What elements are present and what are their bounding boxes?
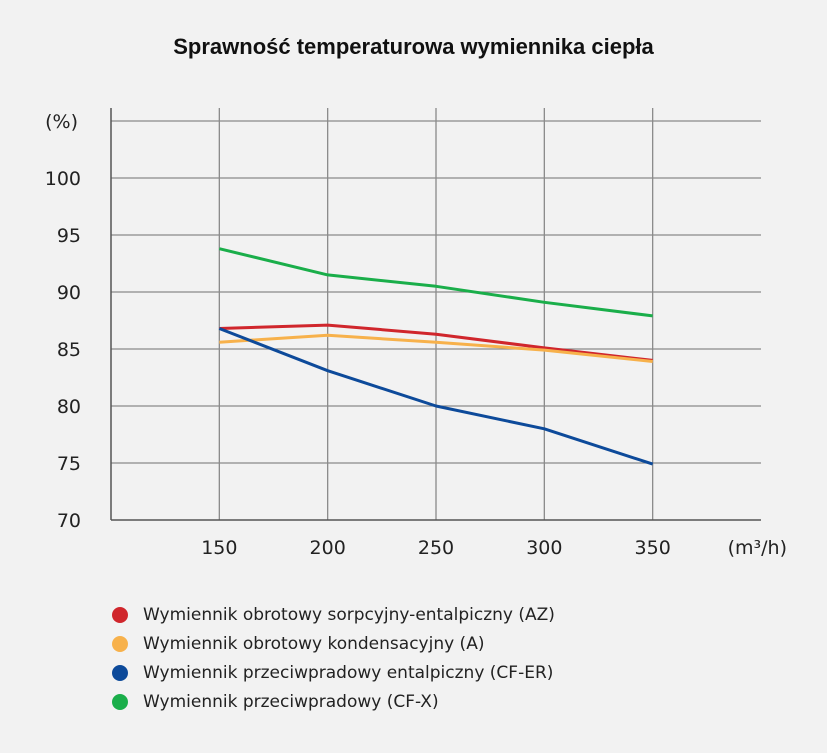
legend-marker: [112, 664, 128, 681]
axes: [110, 108, 761, 521]
y-tick-label: 100: [45, 168, 81, 190]
series-line-1: [219, 323, 653, 362]
chart-title: Sprawność temperaturowa wymiennika ciepł…: [173, 34, 654, 59]
y-tick-label: 85: [57, 339, 81, 361]
legend-item: Wymiennik obrotowy kondensacyjny (A): [112, 629, 555, 658]
line-chart: 70 75 80 85 90 95 100 (%) 150 200 250 300 350 (m³/h): [45, 108, 787, 559]
legend-marker: [112, 693, 128, 710]
y-tick-label: 70: [57, 510, 81, 532]
legend-label: Wymiennik obrotowy kondensacyjny (A): [143, 633, 485, 654]
y-tick-label: 80: [57, 396, 81, 418]
grid: [111, 108, 761, 520]
x-tick-label: 300: [526, 537, 562, 559]
y-tick-label: 95: [57, 225, 81, 247]
series-line-3: [218, 327, 654, 466]
legend-label: Wymiennik obrotowy sorpcyjny-entalpiczny…: [143, 604, 555, 625]
y-tick-label: 90: [57, 282, 81, 304]
series-lines: [218, 247, 654, 466]
y-axis-label: (%): [45, 111, 78, 133]
tick-labels: 70 75 80 85 90 95 100 (%) 150 200 250 300 350 (m³/h): [45, 111, 787, 559]
legend-item: Wymiennik obrotowy sorpcyjny-entalpiczny…: [112, 600, 555, 629]
series-line-4: [218, 247, 653, 318]
y-tick-label: 75: [57, 453, 81, 475]
x-tick-label: 350: [635, 537, 671, 559]
legend-label: Wymiennik przeciwpradowy (CF-X): [143, 691, 439, 712]
legend-item: Wymiennik przeciwpradowy (CF-X): [112, 687, 555, 716]
series-line-2: [219, 333, 653, 363]
legend-label: Wymiennik przeciwpradowy entalpiczny (CF…: [143, 662, 554, 683]
legend: Wymiennik obrotowy sorpcyjny-entalpiczny…: [112, 600, 555, 716]
x-tick-label: 250: [418, 537, 454, 559]
legend-marker: [112, 635, 128, 652]
legend-item: Wymiennik przeciwpradowy entalpiczny (CF…: [112, 658, 555, 687]
x-axis-label: (m³/h): [728, 537, 787, 559]
x-tick-label: 200: [310, 537, 346, 559]
legend-marker: [112, 606, 128, 623]
x-tick-label: 150: [201, 537, 237, 559]
